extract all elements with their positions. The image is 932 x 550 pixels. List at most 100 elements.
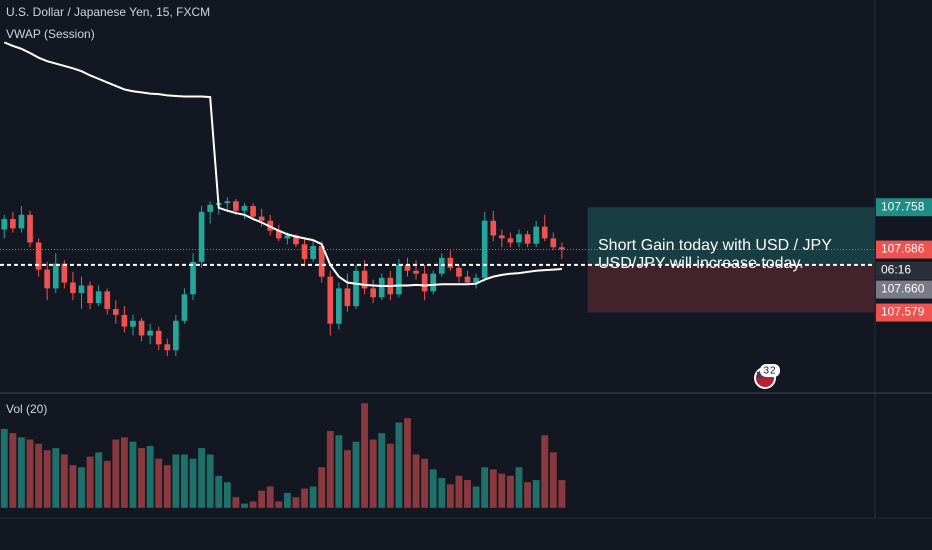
volume-bar (464, 480, 471, 508)
volume-bar (163, 465, 171, 508)
candle-body (404, 264, 411, 271)
volume-bar (326, 430, 334, 508)
axes-layer: 107.758 107.686 06:16 107.660 107.579 (876, 198, 932, 322)
volume-bar (60, 454, 68, 508)
volume-bar (266, 486, 274, 508)
candle-body (198, 211, 205, 262)
annotation-text: USD/JPY will increase today. (598, 255, 804, 272)
volume-bar (301, 488, 308, 508)
candle-body (27, 214, 33, 243)
volume-bar (292, 497, 300, 508)
target-price-badge-bg (876, 198, 932, 217)
volume-bar (421, 458, 429, 508)
candle-body (241, 206, 248, 211)
volume-bar (412, 454, 420, 508)
candle-body (524, 234, 531, 244)
target-price-badge: 107.758 (881, 199, 925, 213)
candle-body (541, 226, 548, 239)
volume-bar (18, 437, 25, 508)
volume-bar (532, 480, 540, 508)
volume-bar (446, 484, 454, 508)
volume-bar (549, 452, 557, 508)
candle-body (70, 282, 76, 294)
candle-body (207, 204, 214, 212)
candle-body (293, 235, 299, 245)
volume-bar (206, 454, 214, 508)
volume-bar (223, 482, 231, 508)
volume-bar (241, 503, 248, 508)
candle-body (327, 276, 334, 324)
candle-body (353, 270, 359, 307)
volume-bar (335, 435, 343, 508)
volume-bar (318, 467, 326, 508)
profit-zone (587, 207, 875, 265)
candle-body (275, 230, 282, 239)
volume-bar (146, 445, 154, 508)
volume-bar (558, 480, 566, 508)
candle-body (490, 220, 497, 236)
indicator-label: VWAP (Session) (6, 27, 95, 41)
candle-body (284, 235, 291, 239)
candle-body (138, 320, 145, 336)
volume-bar (275, 501, 283, 508)
volume-bar (95, 452, 103, 508)
volume-bar (258, 490, 266, 508)
candle-body (421, 273, 428, 292)
volume-bar (369, 439, 377, 508)
candle-body (516, 234, 522, 243)
candle-body (250, 206, 256, 217)
volume-bar (309, 486, 317, 508)
candle-body (464, 276, 471, 283)
volume-bar (189, 458, 197, 508)
last-price-badge-bg (876, 240, 932, 259)
volume-bar (343, 450, 351, 508)
candle-body (173, 320, 179, 351)
event-count-badge (760, 364, 780, 377)
volume-label: Vol (20) (6, 402, 47, 416)
candle-body (130, 320, 136, 327)
volume-bar (78, 467, 85, 508)
candle-body (35, 242, 42, 270)
candle-body (301, 244, 308, 259)
volume-bar (172, 454, 180, 508)
volume-bar (129, 441, 137, 508)
candle-body (10, 218, 16, 229)
volume-bar (9, 433, 17, 508)
volume-bar (215, 475, 223, 508)
volume-bar (361, 403, 369, 508)
candle-body (533, 226, 539, 244)
volume-bar (120, 437, 128, 508)
volume-bar (472, 486, 480, 508)
volume-bar (455, 475, 463, 508)
volume-bar (515, 467, 523, 508)
candle-body (499, 235, 505, 239)
stop-price-badge: 107.579 (881, 305, 925, 319)
volume-bar (249, 501, 257, 508)
volume-bar (138, 448, 145, 508)
volume-bar (541, 435, 549, 508)
candle-body (181, 294, 188, 321)
last-price-badge: 107.686 (881, 242, 925, 256)
candle-body (447, 257, 454, 268)
volume-bar (506, 475, 514, 508)
volume-bar (112, 439, 120, 508)
event-flag-canton (757, 372, 766, 378)
candle-body (507, 238, 514, 243)
volume-bar (52, 448, 60, 508)
candle-body (559, 247, 565, 250)
candle-body (361, 270, 368, 289)
event-flag[interactable]: 32 (754, 364, 780, 389)
countdown-badge: 06:16 (881, 263, 911, 277)
candle-body (87, 285, 93, 304)
volume-bar (181, 454, 188, 508)
volume-bar (395, 422, 403, 508)
countdown-badge-bg (876, 261, 932, 280)
volume-bar (86, 456, 94, 508)
candle-body (344, 288, 351, 307)
candle-body (95, 291, 102, 304)
stop-price-badge-bg (876, 303, 932, 322)
